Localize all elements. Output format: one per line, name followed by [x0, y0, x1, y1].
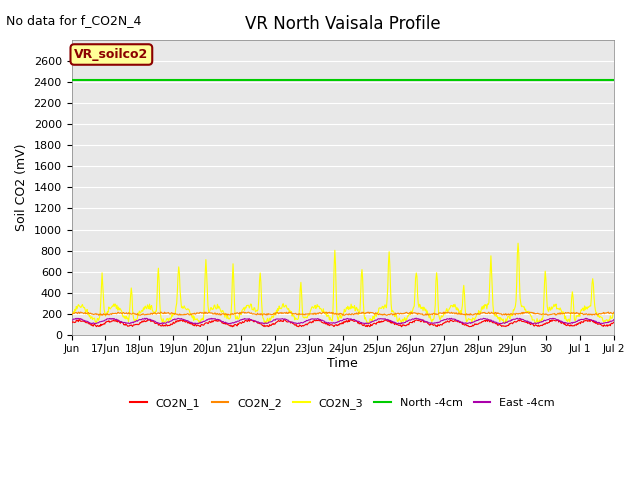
X-axis label: Time: Time [327, 357, 358, 370]
Legend: CO2N_1, CO2N_2, CO2N_3, North -4cm, East -4cm: CO2N_1, CO2N_2, CO2N_3, North -4cm, East… [126, 393, 559, 413]
Y-axis label: Soil CO2 (mV): Soil CO2 (mV) [15, 144, 28, 231]
Text: VR_soilco2: VR_soilco2 [74, 48, 148, 61]
Text: No data for f_CO2N_4: No data for f_CO2N_4 [6, 14, 142, 27]
Title: VR North Vaisala Profile: VR North Vaisala Profile [245, 15, 440, 33]
